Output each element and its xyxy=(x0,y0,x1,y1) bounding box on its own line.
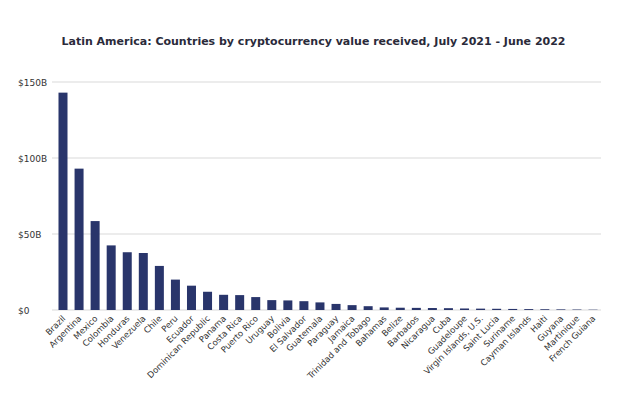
bar xyxy=(460,308,469,310)
bar xyxy=(589,309,598,310)
bar xyxy=(315,302,324,310)
chart-svg: Latin America: Countries by cryptocurren… xyxy=(0,0,627,395)
bar xyxy=(283,300,292,310)
x-tick-label: Cayman Islands xyxy=(478,313,533,368)
bars xyxy=(59,93,598,310)
bar xyxy=(380,307,389,310)
bar xyxy=(75,169,84,310)
x-tick-label: Trinidad and Tobago xyxy=(305,313,373,381)
bar xyxy=(203,292,212,310)
grid-line xyxy=(52,310,601,311)
bar xyxy=(364,306,373,310)
grid-line xyxy=(52,234,601,235)
bar xyxy=(348,305,357,310)
y-tick-label: $50B xyxy=(18,230,41,240)
x-tick-label: Venezuela xyxy=(110,313,148,351)
bar xyxy=(91,221,100,310)
bar xyxy=(492,309,501,310)
bar xyxy=(476,309,485,310)
bar xyxy=(524,309,533,310)
bar xyxy=(540,309,549,310)
x-tick-label: French Guiana xyxy=(547,313,597,363)
bar xyxy=(556,309,565,310)
bar xyxy=(139,253,148,310)
bar xyxy=(444,308,453,310)
y-tick-label: $100B xyxy=(18,154,47,164)
chart-title: Latin America: Countries by cryptocurren… xyxy=(61,35,565,48)
bar xyxy=(123,252,132,310)
bar xyxy=(572,309,581,310)
bar xyxy=(508,309,517,310)
bar xyxy=(107,245,116,310)
y-tick-label: $150B xyxy=(18,78,47,88)
bar xyxy=(299,301,308,310)
bar xyxy=(187,286,196,310)
y-tick-label: $0 xyxy=(18,306,30,316)
bar xyxy=(171,280,180,310)
bar xyxy=(59,93,68,310)
chart-container: Latin America: Countries by cryptocurren… xyxy=(0,0,627,395)
bar xyxy=(412,308,421,310)
bar xyxy=(219,295,228,310)
x-tick-label: Dominican Republic xyxy=(145,313,212,380)
grid-line xyxy=(52,158,601,159)
bar xyxy=(267,300,276,310)
bar xyxy=(235,295,244,310)
bar xyxy=(155,266,164,310)
bar xyxy=(396,308,405,310)
grid xyxy=(52,82,601,310)
grid-line xyxy=(52,82,601,83)
bar xyxy=(428,308,437,310)
bar xyxy=(332,304,341,310)
bar xyxy=(251,297,260,310)
